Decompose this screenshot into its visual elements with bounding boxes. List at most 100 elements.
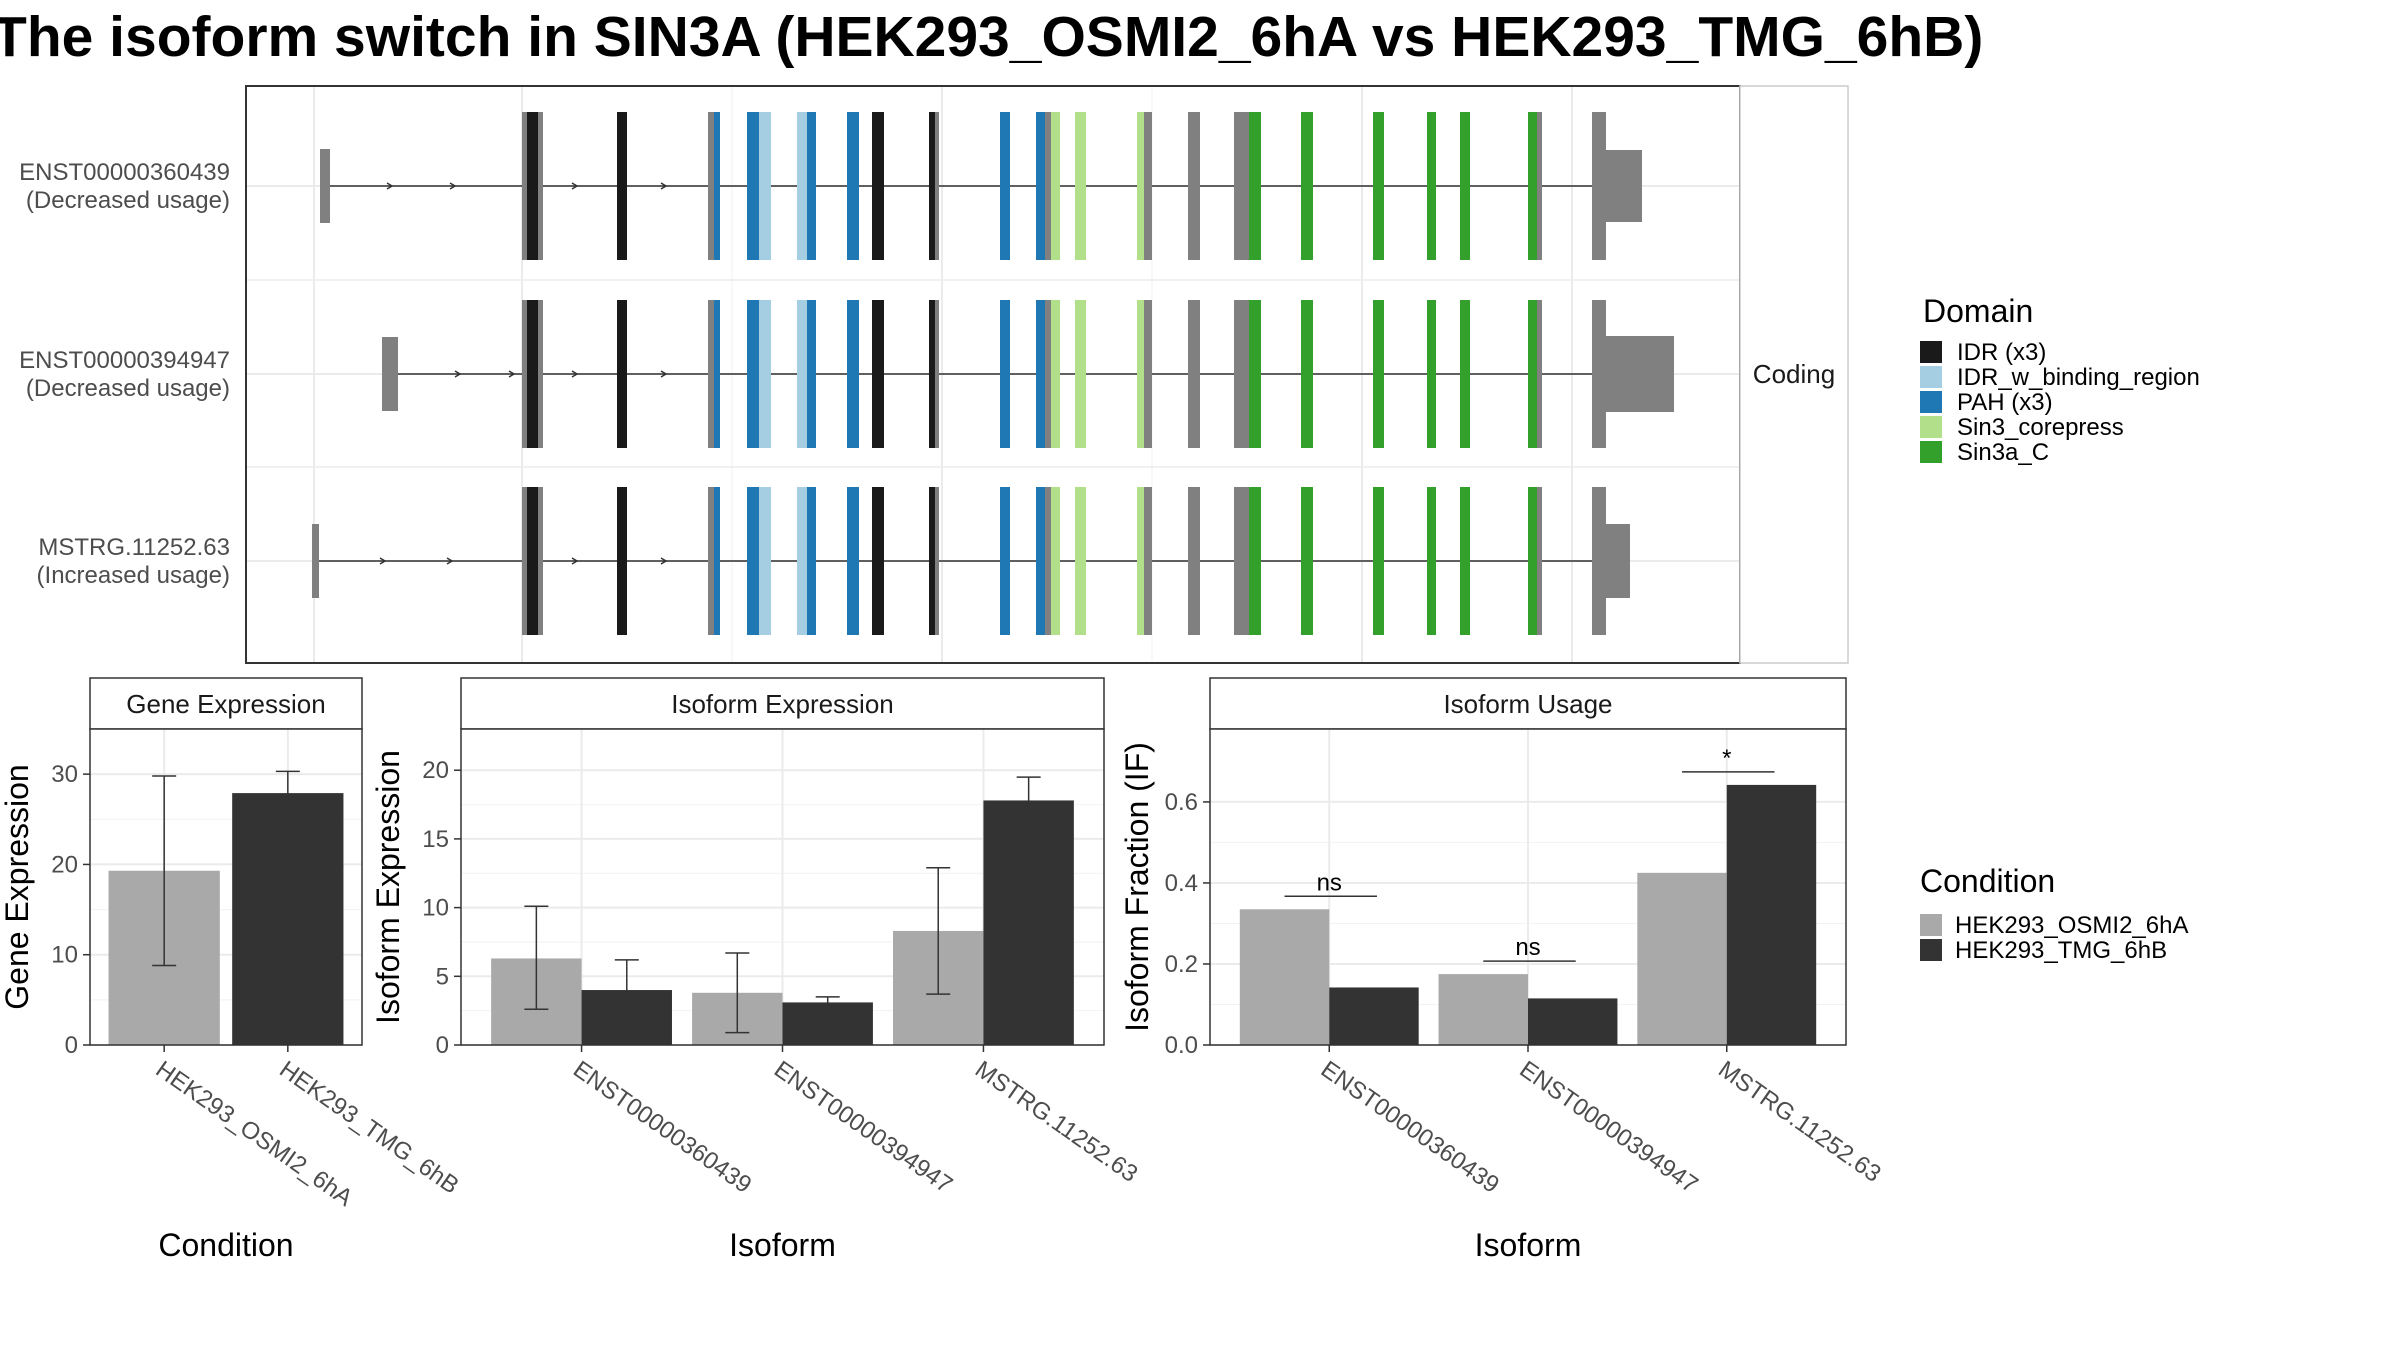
exon-domain-block — [1301, 487, 1313, 635]
exon-domain-block — [522, 112, 530, 260]
exon-domain-block — [1075, 112, 1086, 260]
last-exon — [1592, 112, 1606, 260]
exon-domain-block — [935, 487, 939, 635]
domain-legend-swatch — [1920, 391, 1942, 413]
y-tick-label: 0.6 — [1165, 789, 1198, 816]
bar — [1637, 872, 1727, 1045]
condition-legend-swatch — [1920, 914, 1942, 936]
x-axis-title: Isoform — [729, 1227, 836, 1263]
strand-arrow-icon — [571, 182, 579, 190]
y-axis-title: Gene Expression — [0, 764, 35, 1009]
exon-domain-block — [1045, 112, 1051, 260]
strand-arrow-icon — [449, 182, 457, 190]
x-axis-title: Isoform — [1475, 1227, 1582, 1263]
last-exon — [1592, 487, 1606, 635]
x-tick-label: ENST00000394947 — [1515, 1056, 1703, 1199]
x-tick-label: MSTRG.11252.63 — [1713, 1056, 1885, 1188]
strand-arrow-icon — [660, 557, 668, 565]
panel-border — [1209, 728, 1847, 1046]
exon-domain-block — [1427, 487, 1436, 635]
exon-domain-block — [929, 300, 935, 448]
exon-domain-block — [872, 112, 884, 260]
exon-domain-block — [797, 487, 807, 635]
exon-domain-block — [1427, 300, 1436, 448]
domain-legend-label: Sin3_corepress — [1957, 414, 2124, 441]
exon-domain-block — [708, 300, 714, 448]
exon-domain-block — [1234, 300, 1249, 448]
exon-domain-block — [1373, 300, 1384, 448]
transcript-usage-label: (Increased usage) — [37, 562, 230, 589]
exon-domain-block — [1137, 487, 1144, 635]
exon-domain-block — [1051, 300, 1060, 448]
domain-legend-title: Domain — [1923, 293, 2033, 329]
utr-3prime — [1606, 524, 1630, 598]
x-tick-label: HEK293_OSMI2_6hA — [151, 1056, 358, 1212]
exon-domain-block — [797, 112, 807, 260]
exon-domain-block — [1460, 487, 1470, 635]
domain-legend-swatch — [1920, 416, 1942, 438]
exon-domain-block — [714, 487, 720, 635]
y-tick-label: 15 — [422, 826, 449, 853]
strand-arrow-icon — [454, 370, 462, 378]
condition-legend-swatch — [1920, 939, 1942, 961]
domain-legend-swatch — [1920, 341, 1942, 363]
exon-domain-block — [935, 300, 939, 448]
exon-domain-block — [617, 112, 627, 260]
exon-domain-block — [1528, 487, 1537, 635]
bar-panel-2: Isoform Expression 0 5 10 15 20 ENST0000036043… — [370, 677, 1142, 1263]
transcript-id-label: ENST00000394947 — [19, 347, 230, 374]
y-tick-label: 20 — [51, 851, 78, 878]
transcript-model-2: ENST00000394947(Decreased usage) — [19, 300, 1674, 448]
exon-domain-block — [797, 300, 807, 448]
panel-strip — [89, 677, 363, 730]
y-tick-label: 0.0 — [1165, 1032, 1198, 1059]
first-exon — [312, 524, 319, 598]
strand-arrow-icon — [660, 370, 668, 378]
domain-legend-label: IDR_w_binding_region — [1957, 364, 2200, 391]
exon-domain-block — [1051, 112, 1060, 260]
x-tick-label: ENST00000360439 — [1316, 1056, 1504, 1199]
exon-domain-block — [1137, 300, 1144, 448]
exon-domain-block — [935, 112, 939, 260]
exon-domain-block — [1528, 300, 1537, 448]
utr-3prime — [1606, 336, 1674, 412]
panel-strip — [460, 677, 1105, 730]
exon-domain-block — [1460, 112, 1470, 260]
panel-strip-title: Gene Expression — [126, 689, 325, 719]
exon-domain-block — [1373, 112, 1384, 260]
exon-domain-block — [747, 487, 759, 635]
coding-strip — [1739, 85, 1849, 664]
exon-domain-block — [1045, 300, 1051, 448]
bar — [1726, 784, 1817, 1045]
bar — [1528, 998, 1618, 1045]
exon-domain-block — [1537, 300, 1542, 448]
exon-domain-block — [1000, 112, 1010, 260]
domain-legend-label: PAH (x3) — [1957, 389, 2053, 416]
exon-domain-block — [1137, 112, 1144, 260]
significance-label: * — [1722, 745, 1731, 772]
panel-strip-title: Isoform Expression — [671, 689, 894, 719]
condition-legend-label: HEK293_OSMI2_6hA — [1955, 912, 2188, 939]
y-tick-label: 0 — [436, 1032, 449, 1059]
exon-domain-block — [1036, 112, 1045, 260]
strand-arrow-icon — [508, 370, 516, 378]
y-axis-title: Isoform Expression — [370, 750, 406, 1024]
bar-panel-3: Isoform Usage ns ns * 0.0 0.2 0.4 0.6 ENST000003… — [1119, 677, 1886, 1263]
bar — [983, 800, 1074, 1045]
y-tick-label: 0 — [65, 1032, 78, 1059]
exon-domain-block — [1460, 300, 1470, 448]
bar — [1239, 909, 1330, 1045]
exon-domain-block — [1144, 487, 1152, 635]
last-exon — [1592, 300, 1606, 448]
strand-arrow-icon — [379, 557, 387, 565]
exon-domain-block — [759, 300, 771, 448]
exon-domain-block — [747, 300, 759, 448]
figure-title: The isoform switch in SIN3A (HEK293_OSMI… — [0, 5, 1983, 69]
exon-domain-block — [929, 487, 935, 635]
bar — [1438, 974, 1528, 1045]
exon-domain-block — [538, 487, 543, 635]
strand-arrow-icon — [571, 557, 579, 565]
exon-domain-block — [747, 112, 759, 260]
exon-domain-block — [1000, 300, 1010, 448]
